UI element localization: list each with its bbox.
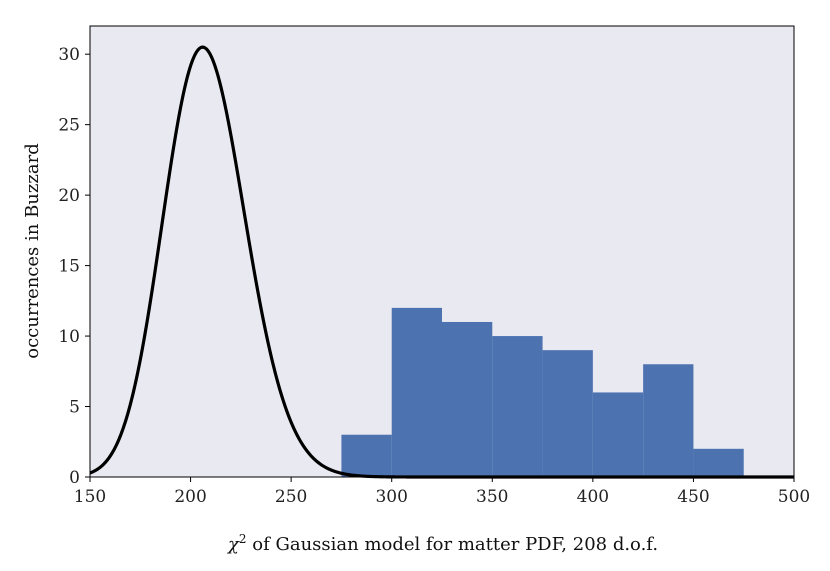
x-tick-label: 300 [375, 487, 407, 507]
y-tick-label: 10 [58, 327, 80, 347]
x-tick-label: 400 [577, 487, 609, 507]
x-tick-label: 450 [677, 487, 709, 507]
y-tick-label: 0 [69, 468, 80, 488]
histogram-bar [693, 448, 744, 477]
y-tick-label: 30 [58, 45, 80, 65]
x-axis-label-superscript: 2 [239, 532, 247, 546]
x-axis-label-symbol: χ [226, 534, 240, 555]
x-tick-label: 150 [74, 487, 106, 507]
y-axis-label: occurrences in Buzzard [22, 143, 43, 358]
histogram-bars [341, 307, 744, 477]
histogram-bar [442, 321, 493, 477]
y-tick-label: 15 [58, 257, 80, 277]
histogram-bar [542, 350, 593, 477]
y-tick-label: 20 [58, 186, 80, 206]
y-tick-label: 5 [69, 398, 80, 418]
x-axis-label: χ2 of Gaussian model for matter PDF, 208… [226, 532, 658, 555]
x-axis-label-text: of Gaussian model for matter PDF, 208 d.… [247, 534, 659, 555]
x-tick-label: 250 [275, 487, 307, 507]
y-axis-ticks: 0 5 10 15 20 25 30 [58, 45, 90, 488]
plot-frame [89, 25, 795, 478]
histogram-bar [391, 307, 442, 477]
histogram-bar [592, 392, 644, 477]
y-tick-label: 25 [58, 116, 80, 136]
x-tick-label: 350 [476, 487, 508, 507]
histogram-bar [341, 434, 392, 477]
x-tick-label: 200 [174, 487, 206, 507]
histogram-bar [643, 364, 694, 477]
histogram-bar [492, 336, 543, 477]
x-tick-label: 500 [778, 487, 810, 507]
x-axis-ticks: 150 200 250 300 350 400 450 500 [74, 477, 810, 507]
